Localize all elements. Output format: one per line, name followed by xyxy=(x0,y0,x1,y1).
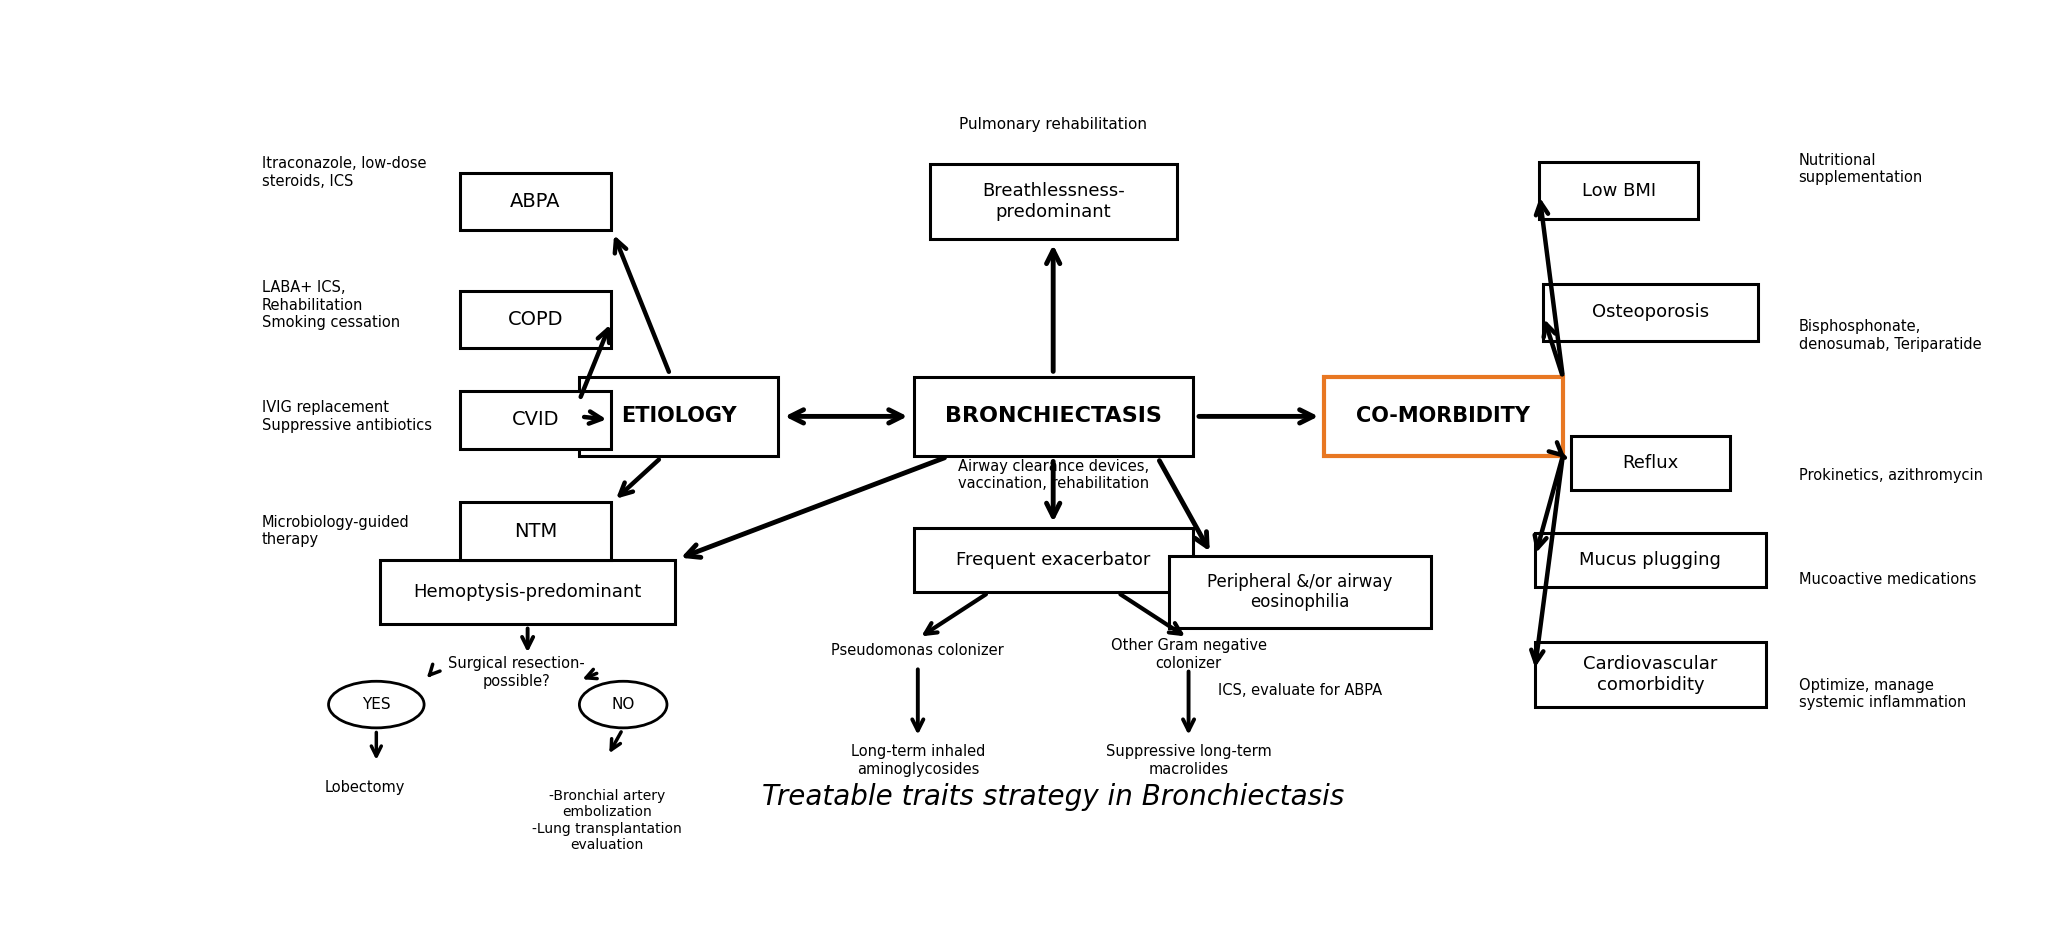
FancyBboxPatch shape xyxy=(380,560,674,625)
Text: -Bronchial artery
embolization
-Lung transplantation
evaluation: -Bronchial artery embolization -Lung tra… xyxy=(532,789,682,852)
Text: IVIG replacement
Suppressive antibiotics: IVIG replacement Suppressive antibiotics xyxy=(261,400,432,433)
Text: Cardiovascular
comorbidity: Cardiovascular comorbidity xyxy=(1582,655,1718,694)
Text: Long-term inhaled
aminoglycosides: Long-term inhaled aminoglycosides xyxy=(851,744,984,776)
FancyBboxPatch shape xyxy=(460,503,610,560)
FancyBboxPatch shape xyxy=(1323,377,1564,456)
FancyBboxPatch shape xyxy=(1535,642,1765,707)
Text: Surgical resection-
possible?: Surgical resection- possible? xyxy=(448,656,586,689)
Text: Treatable traits strategy in Bronchiectasis: Treatable traits strategy in Bronchiecta… xyxy=(762,783,1344,811)
Text: NTM: NTM xyxy=(514,521,557,541)
Text: Mucoactive medications: Mucoactive medications xyxy=(1798,573,1977,587)
Text: Optimize, manage
systemic inflammation: Optimize, manage systemic inflammation xyxy=(1798,678,1967,710)
FancyBboxPatch shape xyxy=(460,172,610,230)
Text: Microbiology-guided
therapy: Microbiology-guided therapy xyxy=(261,515,409,547)
FancyBboxPatch shape xyxy=(1543,284,1757,341)
FancyBboxPatch shape xyxy=(914,377,1192,456)
FancyBboxPatch shape xyxy=(1169,556,1432,627)
FancyBboxPatch shape xyxy=(1539,162,1697,220)
Text: Lobectomy: Lobectomy xyxy=(325,779,405,794)
Ellipse shape xyxy=(580,681,668,728)
Text: Itraconazole, low-dose
steroids, ICS: Itraconazole, low-dose steroids, ICS xyxy=(261,156,425,189)
FancyBboxPatch shape xyxy=(580,377,779,456)
FancyBboxPatch shape xyxy=(929,164,1178,239)
Text: CO-MORBIDITY: CO-MORBIDITY xyxy=(1356,407,1531,426)
Text: Peripheral &/or airway
eosinophilia: Peripheral &/or airway eosinophilia xyxy=(1208,573,1393,612)
Text: Osteoporosis: Osteoporosis xyxy=(1593,304,1710,321)
Text: COPD: COPD xyxy=(508,310,563,330)
Text: Breathlessness-
predominant: Breathlessness- predominant xyxy=(982,182,1124,221)
Text: Pulmonary rehabilitation: Pulmonary rehabilitation xyxy=(960,117,1147,132)
Text: Mucus plugging: Mucus plugging xyxy=(1580,551,1722,569)
FancyBboxPatch shape xyxy=(460,291,610,348)
Ellipse shape xyxy=(329,681,423,728)
Text: Frequent exacerbator: Frequent exacerbator xyxy=(956,551,1151,569)
Text: Nutritional
supplementation: Nutritional supplementation xyxy=(1798,153,1923,185)
Text: Prokinetics, azithromycin: Prokinetics, azithromycin xyxy=(1798,467,1983,482)
Text: Bisphosphonate,
denosumab, Teriparatide: Bisphosphonate, denosumab, Teriparatide xyxy=(1798,319,1981,352)
Text: Low BMI: Low BMI xyxy=(1582,182,1656,199)
Text: Pseudomonas colonizer: Pseudomonas colonizer xyxy=(832,643,1005,658)
FancyBboxPatch shape xyxy=(1570,436,1730,490)
Text: NO: NO xyxy=(612,697,635,712)
FancyBboxPatch shape xyxy=(460,391,610,449)
Text: LABA+ ICS,
Rehabilitation
Smoking cessation: LABA+ ICS, Rehabilitation Smoking cessat… xyxy=(261,280,401,331)
Text: ICS, evaluate for ABPA: ICS, evaluate for ABPA xyxy=(1219,682,1383,697)
FancyBboxPatch shape xyxy=(914,528,1192,592)
Text: Reflux: Reflux xyxy=(1621,454,1679,472)
FancyBboxPatch shape xyxy=(1535,533,1765,587)
Text: ABPA: ABPA xyxy=(510,192,561,210)
Text: BRONCHIECTASIS: BRONCHIECTASIS xyxy=(945,407,1161,426)
Text: ETIOLOGY: ETIOLOGY xyxy=(621,407,738,426)
Text: Other Gram negative
colonizer: Other Gram negative colonizer xyxy=(1110,638,1266,670)
Text: YES: YES xyxy=(362,697,390,712)
Text: Airway clearance devices,
vaccination, rehabilitation: Airway clearance devices, vaccination, r… xyxy=(958,459,1149,492)
Text: CVID: CVID xyxy=(512,411,559,429)
Text: Hemoptysis-predominant: Hemoptysis-predominant xyxy=(413,583,641,601)
Text: Suppressive long-term
macrolides: Suppressive long-term macrolides xyxy=(1106,744,1272,776)
